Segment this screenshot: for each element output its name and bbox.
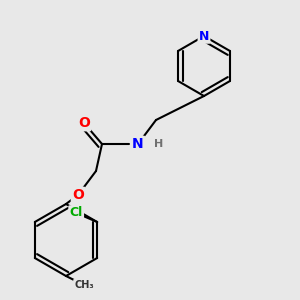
Text: CH₃: CH₃ [74,280,94,290]
Text: N: N [199,29,209,43]
Text: N: N [132,137,144,151]
Text: O: O [72,188,84,202]
Text: Cl: Cl [70,206,83,220]
Text: O: O [78,116,90,130]
Text: H: H [154,139,164,149]
